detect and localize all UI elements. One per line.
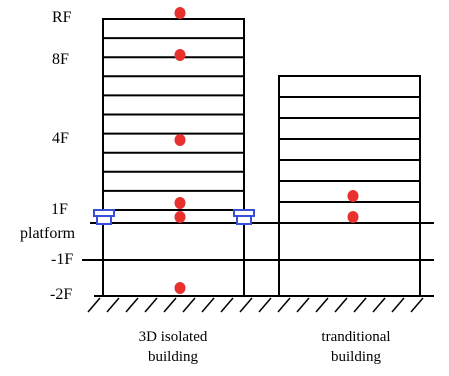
floor-label-1f: 1F (51, 201, 68, 218)
hatch-mark (239, 297, 253, 313)
hatch-mark (106, 297, 120, 313)
sensor-icon (174, 197, 186, 209)
hatch-mark (182, 297, 196, 313)
sensor-icon (174, 134, 186, 146)
caption-traditional-line1: tranditional (321, 329, 391, 345)
isolation-bearing-icon (233, 209, 255, 225)
caption-isolated-line2: building (147, 349, 198, 365)
floor-label-b2f: -2F (50, 286, 73, 303)
hatch-mark (201, 297, 215, 313)
isolation-bearing-icon (93, 209, 115, 225)
sensor-icon (174, 282, 186, 294)
hatch-mark (334, 297, 348, 313)
caption-traditional-line2: building (330, 349, 381, 365)
hatch-mark (125, 297, 139, 313)
sensor-icon (174, 211, 186, 223)
hatch-mark (258, 297, 272, 313)
floor-label-platform: platform (20, 225, 76, 242)
hatch-mark (163, 297, 177, 313)
traditional-building-outline (278, 75, 421, 224)
floor-label-4f: 4F (52, 130, 69, 147)
sensor-icon (174, 7, 186, 19)
hatch-mark (296, 297, 310, 313)
caption-traditional: tranditional building (296, 327, 416, 367)
sensor-icon (347, 211, 359, 223)
sensor-icon (347, 190, 359, 202)
hatch-mark (87, 297, 101, 313)
isolated-building (102, 18, 245, 211)
caption-isolated-line1: 3D isolated (138, 329, 208, 345)
hatch-mark (315, 297, 329, 313)
hatch-mark (277, 297, 291, 313)
hatch-mark (410, 297, 424, 313)
caption-isolated: 3D isolated building (118, 327, 228, 367)
floor-label-b1f: -1F (51, 251, 74, 268)
sensor-icon (174, 49, 186, 61)
traditional-building (278, 75, 421, 296)
hatch-mark (353, 297, 367, 313)
hatch-mark (220, 297, 234, 313)
hatch-mark (372, 297, 386, 313)
hatch-mark (144, 297, 158, 313)
ground-hatching (87, 297, 424, 313)
floor-label-8f: 8F (52, 51, 69, 68)
hatch-mark (391, 297, 405, 313)
floor-label-rf: RF (52, 9, 72, 26)
sensor-icons (174, 7, 359, 294)
